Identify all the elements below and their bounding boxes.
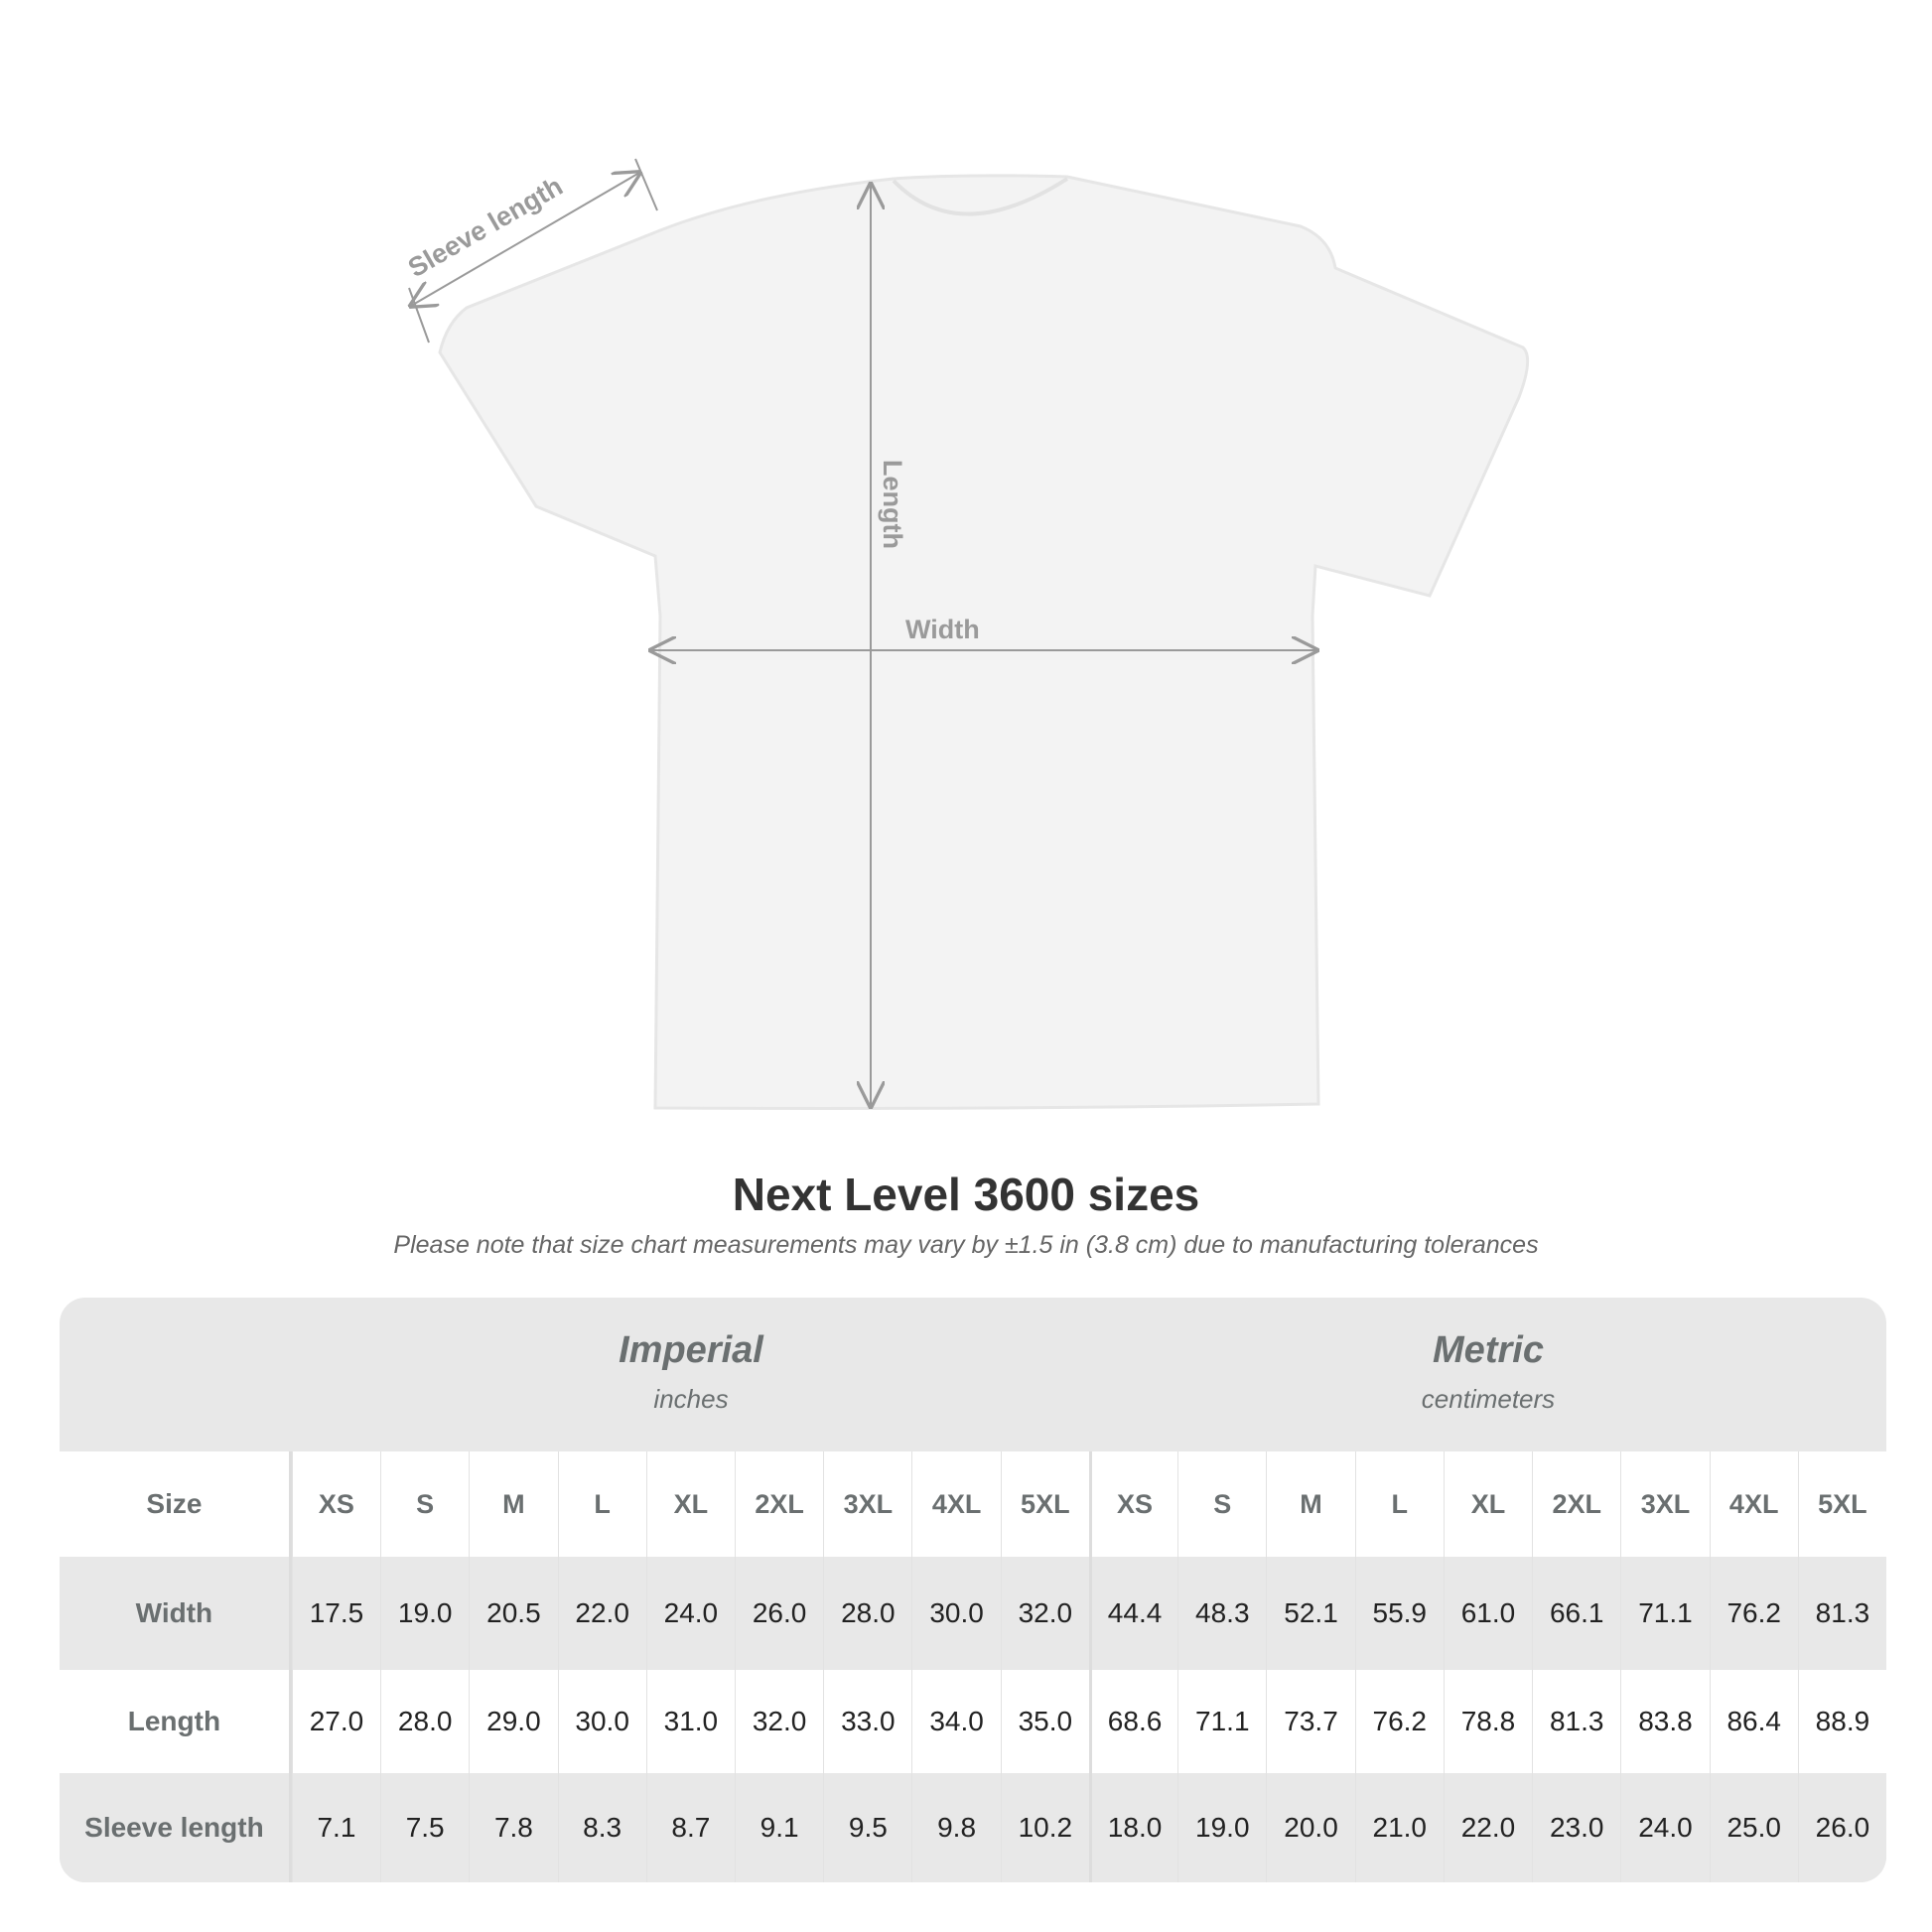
length-label: Length — [878, 460, 907, 549]
metric-size-l: L — [1354, 1451, 1444, 1557]
metric-size-xs: XS — [1088, 1451, 1177, 1557]
metric-value: 19.0 — [1177, 1773, 1266, 1882]
metric-value: 24.0 — [1620, 1773, 1709, 1882]
sleeve-tick — [634, 158, 658, 211]
metric-value: 18.0 — [1088, 1773, 1177, 1882]
metric-size-2xl: 2XL — [1532, 1451, 1620, 1557]
metric-value: 20.0 — [1266, 1773, 1354, 1882]
metric-value: 48.3 — [1177, 1557, 1266, 1670]
table-row: Width 17.5 19.0 20.5 22.0 24.0 26.0 28.0 30.0 32.… — [60, 1557, 1886, 1670]
imperial-value: 9.1 — [735, 1773, 823, 1882]
imperial-value: 32.0 — [735, 1670, 823, 1773]
metric-value: 23.0 — [1532, 1773, 1620, 1882]
metric-value: 52.1 — [1266, 1557, 1354, 1670]
imperial-size-2xl: 2XL — [735, 1451, 823, 1557]
sleeve-length-label: Sleeve length — [403, 171, 568, 283]
imperial-value: 20.5 — [469, 1557, 557, 1670]
size-header-row: Size XS S M L XL 2XL 3XL 4XL 5XL XS S M L XL 2XL 3XL 4XL 5… — [60, 1451, 1886, 1557]
metric-value: 76.2 — [1354, 1670, 1444, 1773]
metric-size-5xl: 5XL — [1797, 1451, 1886, 1557]
imperial-value: 8.3 — [557, 1773, 646, 1882]
row-label: Size — [60, 1451, 292, 1557]
metric-size-xl: XL — [1443, 1451, 1532, 1557]
metric-value: 22.0 — [1443, 1773, 1532, 1882]
imperial-value: 28.0 — [380, 1670, 469, 1773]
imperial-value: 31.0 — [645, 1670, 735, 1773]
metric-value: 55.9 — [1354, 1557, 1444, 1670]
imperial-value: 27.0 — [291, 1670, 380, 1773]
imperial-value: 32.0 — [1000, 1557, 1089, 1670]
metric-value: 66.1 — [1532, 1557, 1620, 1670]
metric-value: 76.2 — [1709, 1557, 1798, 1670]
metric-value: 61.0 — [1443, 1557, 1532, 1670]
table-row: Sleeve length 7.1 7.5 7.8 8.3 8.7 9.1 9.5 9.8 10.… — [60, 1773, 1886, 1882]
imperial-size-5xl: 5XL — [1000, 1451, 1089, 1557]
metric-value: 81.3 — [1532, 1670, 1620, 1773]
imperial-header: Imperial inches — [292, 1298, 1090, 1451]
metric-value: 25.0 — [1709, 1773, 1798, 1882]
sleeve-tick — [408, 287, 430, 344]
imperial-value: 34.0 — [911, 1670, 1000, 1773]
metric-value: 88.9 — [1797, 1670, 1886, 1773]
imperial-value: 29.0 — [469, 1670, 557, 1773]
metric-value: 26.0 — [1797, 1773, 1886, 1882]
imperial-value: 8.7 — [645, 1773, 735, 1882]
imperial-value: 7.8 — [469, 1773, 557, 1882]
metric-value: 81.3 — [1797, 1557, 1886, 1670]
imperial-value: 35.0 — [1000, 1670, 1089, 1773]
imperial-value: 28.0 — [823, 1557, 911, 1670]
imperial-size-xl: XL — [645, 1451, 735, 1557]
metric-value: 86.4 — [1709, 1670, 1798, 1773]
metric-value: 44.4 — [1088, 1557, 1177, 1670]
metric-title: Metric — [1433, 1329, 1544, 1371]
tolerance-note: Please note that size chart measurements… — [393, 1231, 1539, 1259]
page-title: Next Level 3600 sizes — [732, 1169, 1200, 1220]
imperial-value: 9.8 — [911, 1773, 1000, 1882]
imperial-size-xs: XS — [291, 1451, 380, 1557]
imperial-value: 17.5 — [291, 1557, 380, 1670]
tshirt-shape — [438, 174, 1530, 1110]
imperial-value: 10.2 — [1000, 1773, 1089, 1882]
metric-value: 68.6 — [1088, 1670, 1177, 1773]
imperial-value: 26.0 — [735, 1557, 823, 1670]
table-row: Length 27.0 28.0 29.0 30.0 31.0 32.0 33.0 34.0 35… — [60, 1670, 1886, 1773]
metric-header: Metric centimeters — [1090, 1298, 1886, 1451]
imperial-size-l: L — [557, 1451, 646, 1557]
imperial-size-3xl: 3XL — [823, 1451, 911, 1557]
metric-value: 73.7 — [1266, 1670, 1354, 1773]
imperial-value: 19.0 — [380, 1557, 469, 1670]
collar — [892, 177, 1069, 216]
metric-size-s: S — [1177, 1451, 1266, 1557]
imperial-value: 22.0 — [557, 1557, 646, 1670]
metric-size-3xl: 3XL — [1620, 1451, 1709, 1557]
imperial-value: 30.0 — [557, 1670, 646, 1773]
size-table: Imperial inches Metric centimeters Size X… — [60, 1298, 1886, 1882]
imperial-value: 7.1 — [291, 1773, 380, 1882]
imperial-size-4xl: 4XL — [911, 1451, 1000, 1557]
metric-value: 71.1 — [1620, 1557, 1709, 1670]
metric-size-m: M — [1266, 1451, 1354, 1557]
imperial-title: Imperial — [619, 1329, 763, 1371]
imperial-value: 7.5 — [380, 1773, 469, 1882]
imperial-size-s: S — [380, 1451, 469, 1557]
imperial-unit: inches — [653, 1384, 729, 1414]
imperial-value: 9.5 — [823, 1773, 911, 1882]
tshirt-diagram: Sleeve length Length Width — [403, 158, 1530, 1110]
metric-size-4xl: 4XL — [1709, 1451, 1798, 1557]
metric-unit: centimeters — [1421, 1384, 1556, 1414]
imperial-value: 33.0 — [823, 1670, 911, 1773]
metric-value: 83.8 — [1620, 1670, 1709, 1773]
metric-value: 71.1 — [1177, 1670, 1266, 1773]
row-label: Length — [60, 1670, 292, 1773]
row-label: Width — [60, 1557, 292, 1670]
metric-value: 78.8 — [1443, 1670, 1532, 1773]
imperial-size-m: M — [469, 1451, 557, 1557]
imperial-value: 24.0 — [645, 1557, 735, 1670]
metric-value: 21.0 — [1354, 1773, 1444, 1882]
sleeve-length-arrow — [411, 173, 639, 306]
imperial-value: 30.0 — [911, 1557, 1000, 1670]
width-label: Width — [905, 615, 980, 644]
row-label: Sleeve length — [60, 1773, 292, 1882]
